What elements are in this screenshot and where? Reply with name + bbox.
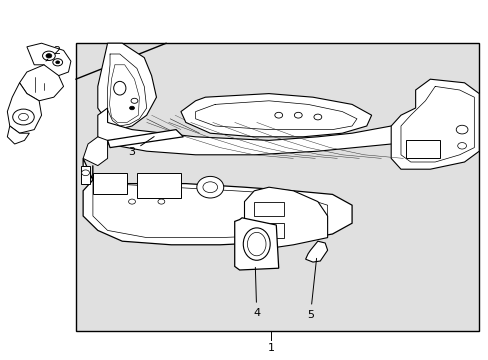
Text: 5: 5 <box>306 258 316 320</box>
Polygon shape <box>7 83 41 133</box>
Ellipse shape <box>243 228 269 260</box>
Circle shape <box>129 106 134 110</box>
Polygon shape <box>20 65 63 101</box>
Circle shape <box>274 112 282 118</box>
Ellipse shape <box>113 81 125 95</box>
Polygon shape <box>7 126 29 144</box>
Circle shape <box>455 125 467 134</box>
Polygon shape <box>254 223 283 238</box>
Polygon shape <box>83 137 107 166</box>
Polygon shape <box>93 173 127 194</box>
Circle shape <box>131 98 138 103</box>
Text: 4: 4 <box>253 267 260 318</box>
Polygon shape <box>137 173 181 198</box>
Polygon shape <box>107 130 183 148</box>
Polygon shape <box>390 79 478 169</box>
Ellipse shape <box>247 233 265 256</box>
Circle shape <box>203 182 217 193</box>
Circle shape <box>457 143 466 149</box>
Polygon shape <box>305 241 327 262</box>
Polygon shape <box>27 43 71 76</box>
Circle shape <box>53 59 62 66</box>
Polygon shape <box>81 166 90 184</box>
Polygon shape <box>98 108 478 155</box>
Text: 1: 1 <box>267 343 274 353</box>
Polygon shape <box>98 43 156 130</box>
Circle shape <box>158 199 164 204</box>
Circle shape <box>13 109 34 125</box>
Circle shape <box>42 51 55 60</box>
Polygon shape <box>244 187 327 248</box>
Polygon shape <box>181 94 371 137</box>
Polygon shape <box>83 158 351 245</box>
Circle shape <box>294 112 302 118</box>
Polygon shape <box>405 140 439 158</box>
Polygon shape <box>234 218 278 270</box>
Text: 2: 2 <box>46 46 60 61</box>
Circle shape <box>46 54 52 58</box>
Circle shape <box>56 61 60 64</box>
Text: 3: 3 <box>128 136 154 157</box>
Polygon shape <box>76 43 478 331</box>
Circle shape <box>19 113 28 121</box>
Circle shape <box>128 199 135 204</box>
Circle shape <box>313 114 321 120</box>
Polygon shape <box>254 202 283 216</box>
Circle shape <box>81 170 89 176</box>
Ellipse shape <box>196 176 223 198</box>
